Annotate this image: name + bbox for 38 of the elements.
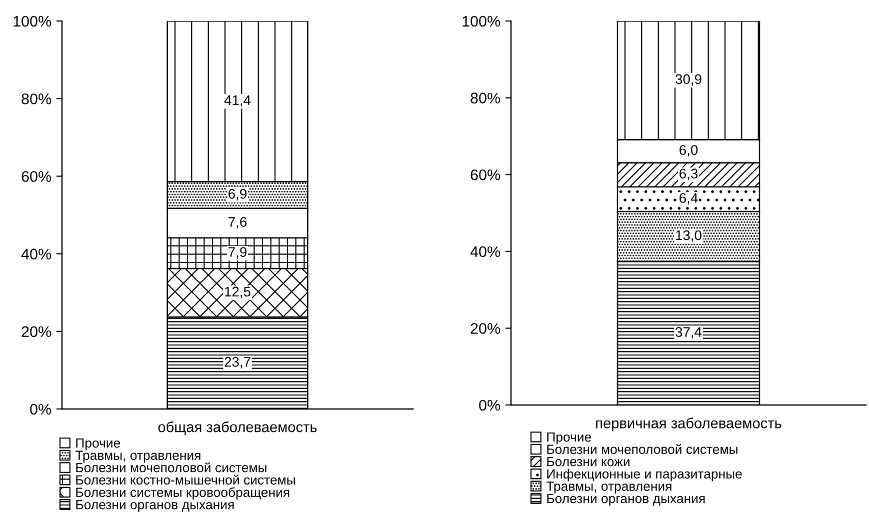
y-tick-label: 60% [470,169,500,180]
data-label: 41,4 [224,95,251,107]
legend-label: Болезни кожи [547,457,630,466]
data-label: 30,9 [676,74,702,86]
legend-label: Болезни органов дыхания [76,500,234,512]
data-label: 6,4 [680,193,698,205]
y-tick-label: 0% [30,404,52,415]
y-tick-label: 100% [14,16,52,27]
y-tick-label: 40% [470,246,500,258]
x-tick-label: общая заболеваемость [158,421,317,435]
y-tick-label: 40% [21,248,52,260]
legend-label: Прочие [547,432,592,444]
legend-label: Прочие [76,438,120,450]
legend-label: Болезни мочеполовой системы [76,462,266,472]
y-tick-label: 0% [479,400,500,411]
data-label: 13,0 [676,230,702,242]
x-tick-label: первичная заболеваемость [596,418,782,432]
y-tick-label: 100% [462,16,500,27]
y-tick-label: 60% [22,171,52,182]
legend-label: Травмы, отравления [546,482,672,494]
legend-label: Болезни системы кровообращения [76,487,290,500]
data-label: 7,6 [228,217,247,229]
legend-label: Болезни органов дыхания [547,494,705,506]
data-label: 6,9 [228,188,246,200]
data-label: 6,0 [680,145,698,157]
legend-label: Инфекционные и паразитарные [547,468,742,482]
y-tick-label: 20% [470,323,500,334]
y-tick-label: 20% [22,326,52,338]
data-label: 37,4 [676,327,702,339]
data-label: 23,7 [224,356,250,368]
data-label: 12,5 [225,286,250,298]
y-tick-label: 80% [470,92,500,104]
data-label: 6,3 [680,168,698,180]
legend-label: Болезни костно-мышечной системы [76,474,295,485]
y-tick-label: 80% [22,93,52,104]
legend-label: Болезни мочеполовой системы [547,444,738,454]
legend-label: Травмы, отравления [75,450,200,463]
data-label: 7,9 [228,247,246,259]
